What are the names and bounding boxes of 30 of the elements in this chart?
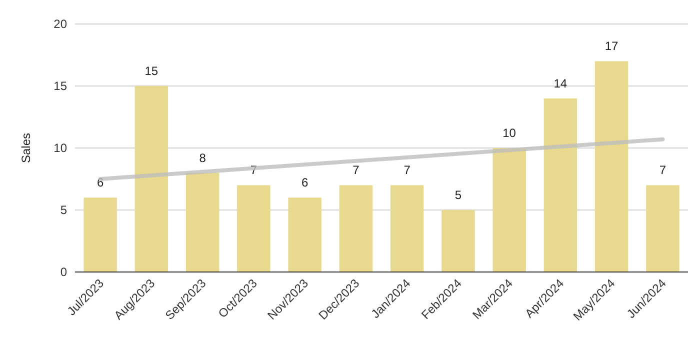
- bar: [134, 86, 168, 272]
- data-label: 17: [604, 39, 619, 54]
- y-tick-label: 15: [54, 79, 68, 93]
- data-label: 5: [454, 188, 462, 202]
- y-tick-label: 0: [60, 265, 68, 279]
- bar: [390, 185, 424, 272]
- bar: [186, 172, 220, 272]
- data-label: 10: [502, 126, 516, 140]
- bar: [544, 98, 578, 272]
- data-label: 7: [404, 163, 411, 178]
- y-axis-title: Sales: [19, 132, 33, 164]
- bar: [339, 185, 373, 272]
- bar: [492, 148, 526, 272]
- y-tick-label: 10: [54, 141, 68, 155]
- data-label: 6: [301, 176, 308, 190]
- bar: [646, 185, 680, 272]
- y-tick-label: 5: [60, 203, 68, 217]
- data-label: 7: [352, 163, 360, 178]
- data-label: 15: [144, 64, 158, 78]
- bar: [84, 198, 117, 272]
- bar: [442, 210, 475, 272]
- y-tick-label: 20: [54, 17, 68, 31]
- data-label: 6: [96, 176, 104, 190]
- bar: [237, 185, 270, 272]
- data-label: 7: [659, 163, 666, 178]
- data-label: 7: [250, 163, 258, 178]
- bar: [594, 61, 628, 272]
- data-label: 14: [554, 76, 568, 90]
- data-label: 8: [199, 150, 206, 165]
- bar: [288, 198, 322, 272]
